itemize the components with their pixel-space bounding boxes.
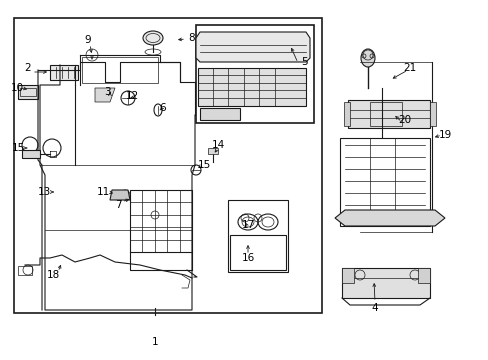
Bar: [229, 235, 285, 270]
Text: 9: 9: [84, 35, 91, 45]
Bar: [82, 57, 158, 83]
Bar: [429, 102, 435, 126]
Polygon shape: [334, 210, 444, 226]
Bar: [196, 25, 313, 123]
Text: 19: 19: [437, 130, 451, 140]
Bar: [347, 100, 429, 128]
Bar: [22, 150, 40, 158]
Text: 10: 10: [10, 83, 23, 93]
Bar: [18, 266, 32, 275]
Polygon shape: [196, 32, 309, 62]
Text: 2: 2: [24, 63, 31, 73]
Bar: [200, 108, 240, 120]
Text: 3: 3: [103, 87, 110, 97]
Text: 5: 5: [301, 57, 307, 67]
Bar: [198, 68, 305, 106]
Text: 20: 20: [398, 115, 411, 125]
Text: 15: 15: [11, 143, 24, 153]
Text: 13: 13: [37, 187, 51, 197]
Bar: [341, 268, 429, 298]
Text: 16: 16: [241, 253, 254, 263]
Text: 21: 21: [403, 63, 416, 73]
Text: 12: 12: [125, 91, 138, 101]
Bar: [343, 102, 349, 126]
Text: 4: 4: [371, 303, 378, 313]
Bar: [207, 148, 218, 154]
Bar: [369, 102, 401, 126]
Ellipse shape: [142, 31, 163, 45]
Bar: [339, 138, 429, 226]
Bar: [341, 268, 353, 283]
Text: 7: 7: [115, 200, 121, 210]
Text: 15: 15: [197, 160, 210, 170]
Bar: [417, 268, 429, 283]
Text: 8: 8: [188, 33, 195, 43]
Text: 1: 1: [151, 337, 158, 347]
Text: 17: 17: [241, 220, 254, 230]
Polygon shape: [95, 88, 115, 102]
Bar: [18, 85, 38, 99]
Text: 18: 18: [46, 270, 60, 280]
Bar: [50, 65, 78, 80]
Bar: [20, 88, 36, 96]
Ellipse shape: [360, 49, 374, 67]
Bar: [14, 18, 321, 313]
Text: 14: 14: [211, 140, 224, 150]
Polygon shape: [110, 190, 130, 200]
Bar: [130, 190, 192, 252]
Text: 11: 11: [96, 187, 109, 197]
Bar: [227, 200, 287, 272]
Text: 6: 6: [160, 103, 166, 113]
